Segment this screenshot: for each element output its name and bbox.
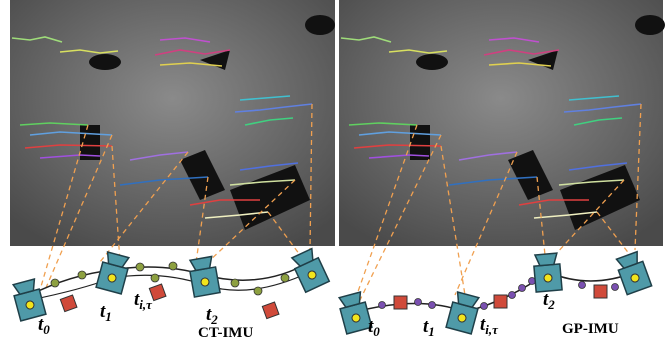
time-label: t2 <box>543 289 555 312</box>
time-label: t0 <box>38 314 50 337</box>
ct-imu-trajectory <box>11 248 329 321</box>
time-label: ti,τ <box>480 314 499 337</box>
method-caption: CT-IMU <box>198 325 253 341</box>
time-label: t0 <box>368 316 380 339</box>
time-label: t1 <box>423 316 435 339</box>
figure: t0 t1 ti,τ t2 CT-IMU t0 t1 ti,τ t2 GP-IM… <box>0 0 666 344</box>
time-label: t2 <box>206 304 218 327</box>
method-caption: GP-IMU <box>562 321 619 337</box>
time-label: t1 <box>100 301 112 324</box>
